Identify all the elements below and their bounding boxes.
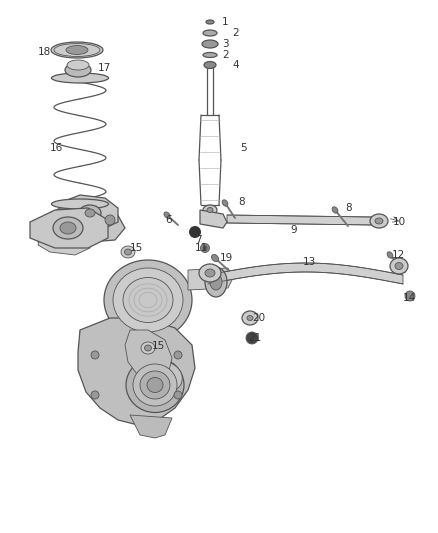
Text: 3: 3	[222, 39, 229, 49]
Text: 10: 10	[393, 217, 406, 227]
Polygon shape	[30, 208, 108, 248]
Polygon shape	[62, 195, 118, 228]
Circle shape	[189, 226, 201, 238]
Circle shape	[246, 332, 258, 344]
Ellipse shape	[203, 30, 217, 36]
Text: 15: 15	[152, 341, 165, 351]
Text: 2: 2	[232, 28, 239, 38]
Ellipse shape	[67, 60, 89, 70]
Text: 19: 19	[220, 253, 233, 263]
Ellipse shape	[113, 268, 183, 332]
Ellipse shape	[390, 258, 408, 274]
Ellipse shape	[387, 252, 393, 258]
Circle shape	[405, 291, 415, 301]
Text: 18: 18	[38, 47, 51, 57]
Polygon shape	[130, 415, 172, 438]
Ellipse shape	[85, 209, 95, 217]
Text: 12: 12	[392, 250, 405, 260]
Ellipse shape	[203, 246, 207, 250]
Polygon shape	[125, 330, 172, 382]
Circle shape	[174, 391, 182, 399]
Ellipse shape	[332, 207, 338, 213]
Ellipse shape	[147, 377, 163, 392]
Ellipse shape	[66, 45, 88, 54]
Ellipse shape	[53, 217, 83, 239]
Text: 5: 5	[240, 143, 247, 153]
Ellipse shape	[203, 52, 217, 58]
Ellipse shape	[148, 362, 182, 392]
Ellipse shape	[199, 264, 221, 282]
Text: 8: 8	[238, 197, 245, 207]
Ellipse shape	[222, 200, 228, 206]
Ellipse shape	[203, 205, 217, 215]
Ellipse shape	[395, 262, 403, 270]
Ellipse shape	[133, 364, 177, 406]
Ellipse shape	[105, 215, 115, 225]
Ellipse shape	[207, 207, 213, 213]
Text: 20: 20	[252, 313, 265, 323]
Text: 16: 16	[50, 143, 63, 153]
Text: 13: 13	[303, 257, 316, 267]
Ellipse shape	[242, 311, 258, 325]
Text: 21: 21	[248, 333, 261, 343]
Ellipse shape	[205, 267, 227, 297]
Text: 15: 15	[130, 243, 143, 253]
Ellipse shape	[65, 63, 91, 77]
Ellipse shape	[210, 274, 222, 290]
Ellipse shape	[206, 20, 214, 24]
Circle shape	[91, 351, 99, 359]
Ellipse shape	[121, 246, 135, 258]
Ellipse shape	[204, 61, 216, 69]
Circle shape	[91, 391, 99, 399]
Ellipse shape	[164, 212, 170, 218]
Ellipse shape	[104, 260, 192, 340]
Text: 1: 1	[222, 17, 229, 27]
Ellipse shape	[247, 316, 253, 320]
Ellipse shape	[140, 371, 170, 399]
Text: 8: 8	[345, 203, 352, 213]
Polygon shape	[38, 228, 90, 255]
Ellipse shape	[205, 269, 215, 277]
Ellipse shape	[52, 73, 109, 83]
Ellipse shape	[51, 42, 103, 58]
Text: 7: 7	[195, 235, 201, 245]
Text: 4: 4	[232, 60, 239, 70]
Polygon shape	[227, 215, 373, 225]
Ellipse shape	[201, 244, 209, 253]
Ellipse shape	[126, 358, 184, 413]
Circle shape	[174, 351, 182, 359]
Ellipse shape	[202, 40, 218, 48]
Ellipse shape	[370, 214, 388, 228]
Polygon shape	[200, 210, 227, 228]
Ellipse shape	[123, 278, 173, 322]
Ellipse shape	[52, 199, 109, 209]
Polygon shape	[38, 200, 125, 248]
Ellipse shape	[375, 218, 383, 224]
Ellipse shape	[124, 249, 131, 255]
Ellipse shape	[60, 222, 76, 234]
Polygon shape	[78, 318, 195, 425]
Polygon shape	[208, 263, 403, 284]
Text: 9: 9	[290, 225, 297, 235]
Text: 17: 17	[98, 63, 111, 73]
Text: 6: 6	[165, 215, 172, 225]
Ellipse shape	[79, 205, 101, 221]
Ellipse shape	[141, 342, 155, 354]
Polygon shape	[188, 268, 233, 290]
Text: 14: 14	[403, 293, 416, 303]
Ellipse shape	[212, 254, 219, 262]
Ellipse shape	[145, 345, 152, 351]
Text: 11: 11	[195, 243, 208, 253]
Text: 2: 2	[222, 50, 229, 60]
